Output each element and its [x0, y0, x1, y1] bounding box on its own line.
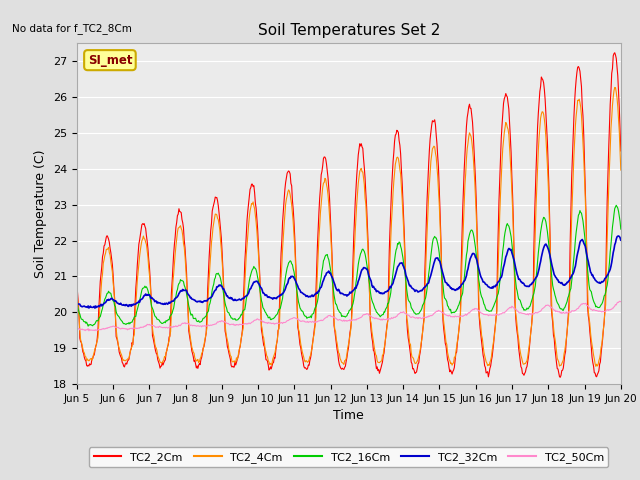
TC2_2Cm: [431, 117, 438, 123]
TC2_2Cm: [194, 366, 202, 372]
TC2_2Cm: [223, 337, 230, 343]
X-axis label: Time: Time: [333, 409, 364, 422]
TC2_16Cm: [195, 318, 202, 324]
TC2_16Cm: [416, 310, 424, 315]
TC2_2Cm: [73, 280, 81, 286]
TC2_2Cm: [415, 360, 422, 366]
TC2_16Cm: [617, 226, 625, 232]
TC2_4Cm: [223, 334, 230, 340]
TC2_2Cm: [611, 50, 619, 56]
TC2_32Cm: [617, 237, 625, 243]
TC2_50Cm: [416, 315, 424, 321]
TC2_32Cm: [431, 256, 439, 262]
TC2_32Cm: [223, 293, 231, 299]
TC2_16Cm: [612, 203, 620, 208]
TC2_2Cm: [556, 374, 564, 380]
TC2_32Cm: [140, 294, 147, 300]
Title: Soil Temperatures Set 2: Soil Temperatures Set 2: [258, 23, 440, 38]
TC2_2Cm: [139, 221, 147, 227]
TC2_16Cm: [83, 319, 90, 325]
TC2_50Cm: [73, 326, 81, 332]
TC2_16Cm: [140, 285, 147, 291]
Line: TC2_32Cm: TC2_32Cm: [77, 236, 621, 308]
TC2_32Cm: [195, 299, 202, 304]
Y-axis label: Soil Temperature (C): Soil Temperature (C): [35, 149, 47, 278]
Text: SI_met: SI_met: [88, 54, 132, 67]
TC2_32Cm: [73, 301, 81, 307]
TC2_32Cm: [83, 304, 90, 310]
TC2_2Cm: [83, 362, 90, 368]
TC2_4Cm: [415, 354, 422, 360]
TC2_32Cm: [416, 288, 424, 294]
Line: TC2_50Cm: TC2_50Cm: [77, 301, 621, 331]
TC2_50Cm: [140, 324, 147, 330]
TC2_50Cm: [223, 321, 231, 326]
TC2_2Cm: [617, 148, 625, 154]
TC2_16Cm: [223, 309, 231, 315]
Legend: TC2_2Cm, TC2_4Cm, TC2_16Cm, TC2_32Cm, TC2_50Cm: TC2_2Cm, TC2_4Cm, TC2_16Cm, TC2_32Cm, TC…: [89, 447, 609, 468]
TC2_4Cm: [431, 144, 438, 150]
TC2_50Cm: [83, 327, 90, 333]
TC2_4Cm: [194, 357, 202, 362]
TC2_4Cm: [139, 236, 147, 242]
TC2_50Cm: [616, 299, 623, 304]
Text: No data for f_TC2_8Cm: No data for f_TC2_8Cm: [12, 23, 131, 34]
TC2_16Cm: [431, 235, 439, 240]
Line: TC2_4Cm: TC2_4Cm: [77, 87, 621, 366]
TC2_16Cm: [84, 324, 92, 329]
Line: TC2_16Cm: TC2_16Cm: [77, 205, 621, 326]
TC2_16Cm: [73, 301, 81, 307]
TC2_50Cm: [431, 310, 439, 315]
TC2_4Cm: [592, 363, 600, 369]
TC2_4Cm: [83, 358, 90, 363]
TC2_4Cm: [617, 167, 625, 173]
TC2_32Cm: [91, 305, 99, 311]
TC2_50Cm: [85, 328, 93, 334]
TC2_4Cm: [73, 286, 81, 292]
TC2_32Cm: [614, 233, 622, 239]
TC2_50Cm: [617, 299, 625, 305]
TC2_4Cm: [611, 84, 619, 90]
Line: TC2_2Cm: TC2_2Cm: [77, 53, 621, 377]
TC2_50Cm: [195, 323, 202, 329]
